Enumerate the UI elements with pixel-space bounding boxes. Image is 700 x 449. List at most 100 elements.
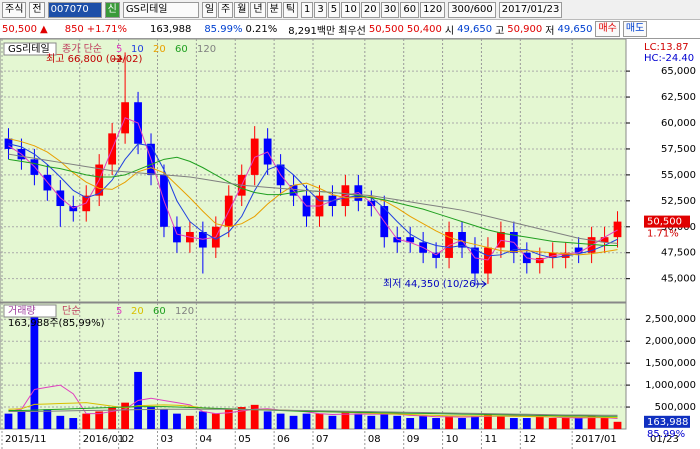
x-tick-label: 09	[407, 434, 420, 445]
volume-bar	[497, 415, 505, 429]
volume-bar	[250, 404, 259, 429]
candle-body	[173, 226, 181, 243]
candle-body	[535, 257, 544, 264]
volume-bar	[289, 415, 298, 429]
volume-bar	[30, 310, 39, 429]
volume-ratio: 85.99%	[204, 23, 243, 35]
toolbar-button[interactable]: 3	[314, 1, 327, 18]
legend-entry: 20	[153, 44, 166, 55]
hc-label: HC:-24.40	[644, 53, 694, 64]
legend-entry: 20	[131, 306, 144, 317]
volume-bar	[535, 415, 544, 429]
volume-bar	[484, 413, 492, 429]
last-price-label: 50,500	[647, 217, 682, 228]
legend-entry: 120	[175, 306, 194, 317]
lc-label: LC:13.87	[644, 42, 689, 53]
x-tick-label: 03	[161, 434, 174, 445]
volume-bar	[43, 409, 52, 429]
ma-line	[8, 138, 618, 256]
volume-bar	[574, 418, 583, 429]
sell-button[interactable]: 매도	[622, 21, 648, 37]
date-input[interactable]: 2017/01/23	[498, 1, 563, 18]
volume-bar	[458, 418, 466, 429]
y-tick-label: 1,000,000	[645, 380, 696, 391]
toolbar-button[interactable]: 년	[250, 1, 266, 18]
volume-bar	[17, 411, 26, 429]
toolbar-button[interactable]: 30	[380, 1, 400, 18]
y-tick-label: 52,500	[661, 196, 696, 207]
mode-button[interactable]: 전	[29, 1, 45, 18]
rate: +1.71%	[86, 23, 127, 35]
volume-bar	[4, 413, 13, 429]
volume-bar	[561, 418, 570, 429]
toolbar-button[interactable]: 60	[400, 1, 420, 18]
y-tick-label: 62,500	[661, 92, 696, 103]
count-input[interactable]: 300/600	[448, 1, 496, 18]
candle-body	[613, 221, 622, 238]
volume-bar	[160, 409, 168, 429]
market-select[interactable]: 주식	[2, 1, 27, 18]
annotation-arrow	[476, 280, 487, 288]
candle-body	[471, 247, 479, 274]
volume: 163,988	[149, 23, 192, 35]
volume-bar	[211, 413, 220, 429]
toolbar-button[interactable]: 120	[420, 1, 446, 18]
toolbar-button[interactable]: 분	[266, 1, 282, 18]
candle-body	[561, 252, 570, 258]
open-label: 시	[444, 25, 455, 37]
candle-body	[574, 247, 583, 253]
low: 49,650	[557, 23, 593, 35]
volume-bar	[56, 415, 65, 429]
arrow: ▲	[40, 23, 48, 35]
toolbar-button[interactable]: 월	[234, 1, 250, 18]
toolbar-button[interactable]: 틱	[282, 1, 299, 18]
legend-box	[3, 304, 57, 318]
date-label: 01/23	[650, 434, 679, 445]
volume-info: 163,988주(85,99%)	[8, 318, 105, 329]
legend-entry: 10	[131, 44, 144, 55]
ma-line	[8, 117, 618, 261]
volume-bar	[354, 413, 363, 429]
volume-bar	[600, 418, 609, 429]
change: 850	[64, 23, 84, 35]
y-tick-label: 47,500	[661, 248, 696, 259]
toolbar-button[interactable]: 일	[201, 1, 218, 18]
volume-bar	[380, 413, 389, 429]
volume-bar	[419, 415, 428, 429]
x-tick-label: 10	[446, 434, 459, 445]
volume-bar	[522, 418, 531, 429]
x-tick-label: 2017/01	[575, 434, 617, 445]
volume-bar	[302, 413, 311, 429]
best-label: 최우선	[338, 25, 366, 37]
legend-entry: 5	[116, 306, 122, 317]
toolbar-button[interactable]: 10	[341, 1, 360, 18]
toolbar-button[interactable]: 20	[360, 1, 380, 18]
volume-bar	[108, 407, 117, 429]
y-tick-label: 2,000,000	[645, 336, 696, 347]
volume-bar	[95, 411, 104, 429]
volume-bar	[121, 402, 129, 429]
toolbar-button[interactable]: 주	[218, 1, 234, 18]
volume-bar	[69, 418, 78, 429]
x-tick-label: 11	[484, 434, 497, 445]
candle-body	[406, 237, 415, 243]
toolbar-button[interactable]: 5	[327, 1, 341, 18]
volume-bar	[276, 413, 285, 429]
buy-button[interactable]: 매수	[595, 21, 620, 37]
volume-bar	[613, 421, 622, 429]
annotation-arrow	[112, 55, 123, 63]
x-tick-label: 06	[277, 434, 290, 445]
code-input[interactable]: 007070	[47, 1, 102, 18]
volume-bar	[471, 415, 479, 429]
x-tick-label: 07	[316, 434, 329, 445]
toolbar-button[interactable]: 1	[301, 1, 314, 18]
amount: 8,291백만	[288, 25, 336, 37]
volume-bar	[587, 415, 596, 429]
x-tick-label: 2015/11	[5, 434, 47, 445]
x-tick-label: 2016/01	[83, 434, 125, 445]
volume-bar	[393, 415, 402, 429]
last-volume-label: 163,988	[647, 417, 688, 428]
legend-entry: 60	[153, 306, 166, 317]
candle-body	[198, 231, 207, 248]
